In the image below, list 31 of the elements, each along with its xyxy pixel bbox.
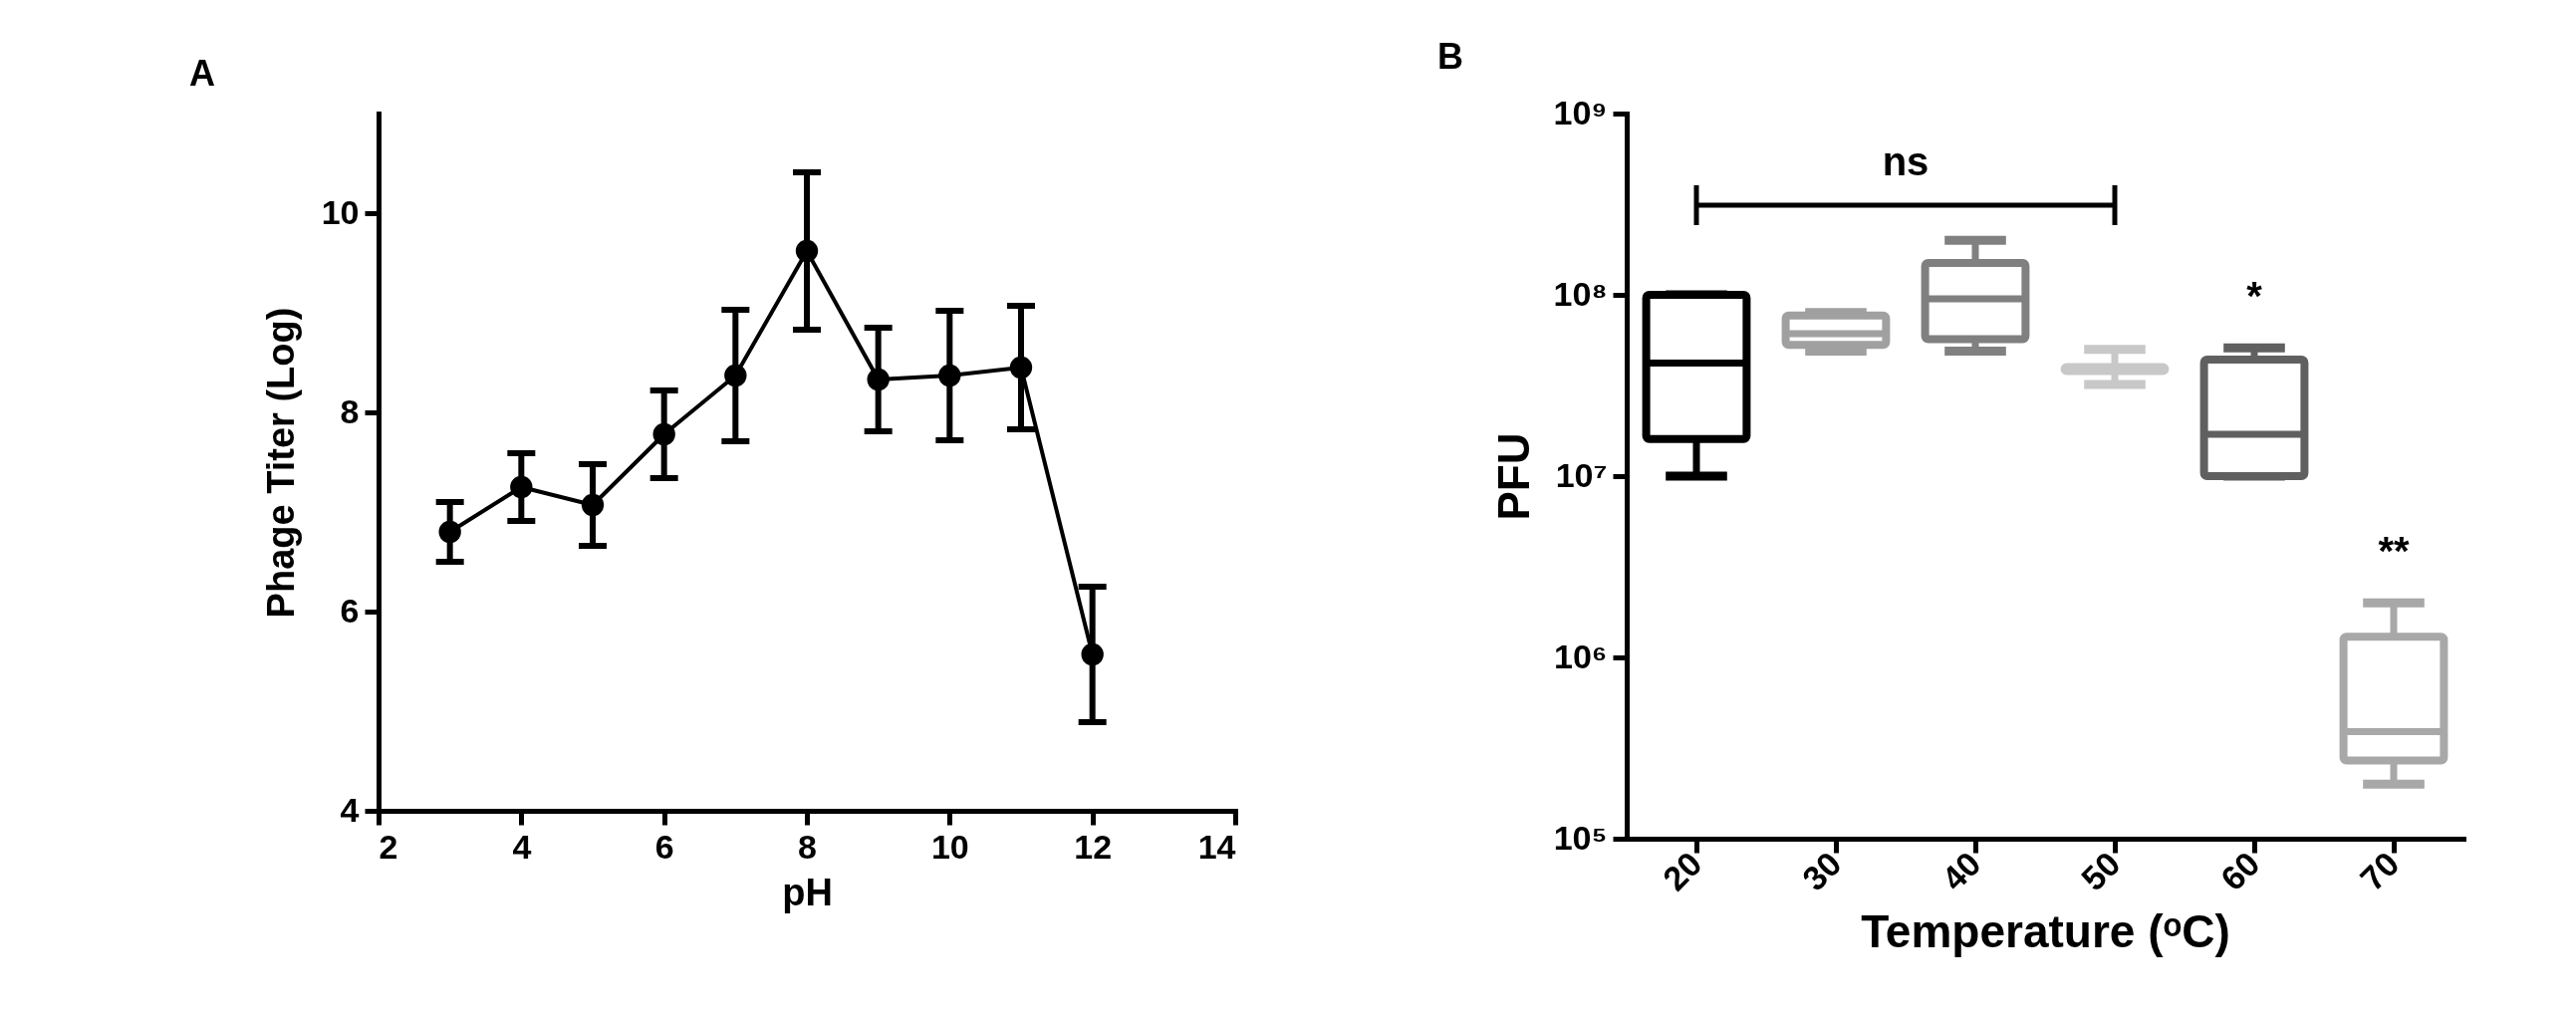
chart-title: A <box>189 53 215 94</box>
x-tick-label: 4 <box>512 827 532 866</box>
x-tick-label: 50 <box>2073 844 2128 898</box>
x-tick-label: 10 <box>930 827 969 866</box>
y-axis-title: Phage Titer (Log) <box>259 307 302 619</box>
y-tick-label: 6 <box>340 591 360 630</box>
y-tick-label: 10⁷ <box>1555 455 1608 494</box>
y-tick-label: 10 <box>321 192 360 231</box>
y-tick-label: 10⁸ <box>1553 274 1608 313</box>
annotation: * <box>2246 274 2263 319</box>
y-tick-label: 8 <box>340 391 360 430</box>
x-axis-title: Temperature (ᵒC) <box>1861 905 2230 958</box>
x-tick-label: 6 <box>654 827 674 866</box>
y-tick-label: 10⁵ <box>1553 818 1608 857</box>
x-axis-title: pH <box>782 871 833 913</box>
x-tick-label: 12 <box>1074 827 1113 866</box>
x-tick-label: 2 <box>379 827 398 866</box>
y-tick-label: 4 <box>340 790 360 829</box>
chart-title: B <box>1437 36 1463 77</box>
x-tick-label: 40 <box>1933 844 1988 898</box>
x-tick-label: 20 <box>1655 844 1709 898</box>
x-tick-label: 8 <box>798 827 817 866</box>
annotation: ** <box>2378 529 2410 574</box>
y-tick-label: 10⁹ <box>1553 93 1608 131</box>
x-tick-label: 30 <box>1794 844 1849 898</box>
x-tick-label: 60 <box>2212 844 2267 898</box>
y-axis-title: PFU <box>1488 432 1538 521</box>
y-tick-label: 10⁶ <box>1554 636 1608 675</box>
x-tick-label: 70 <box>2352 844 2407 898</box>
x-tick-label: 14 <box>1197 827 1236 866</box>
annotation: ns <box>1882 139 1930 183</box>
